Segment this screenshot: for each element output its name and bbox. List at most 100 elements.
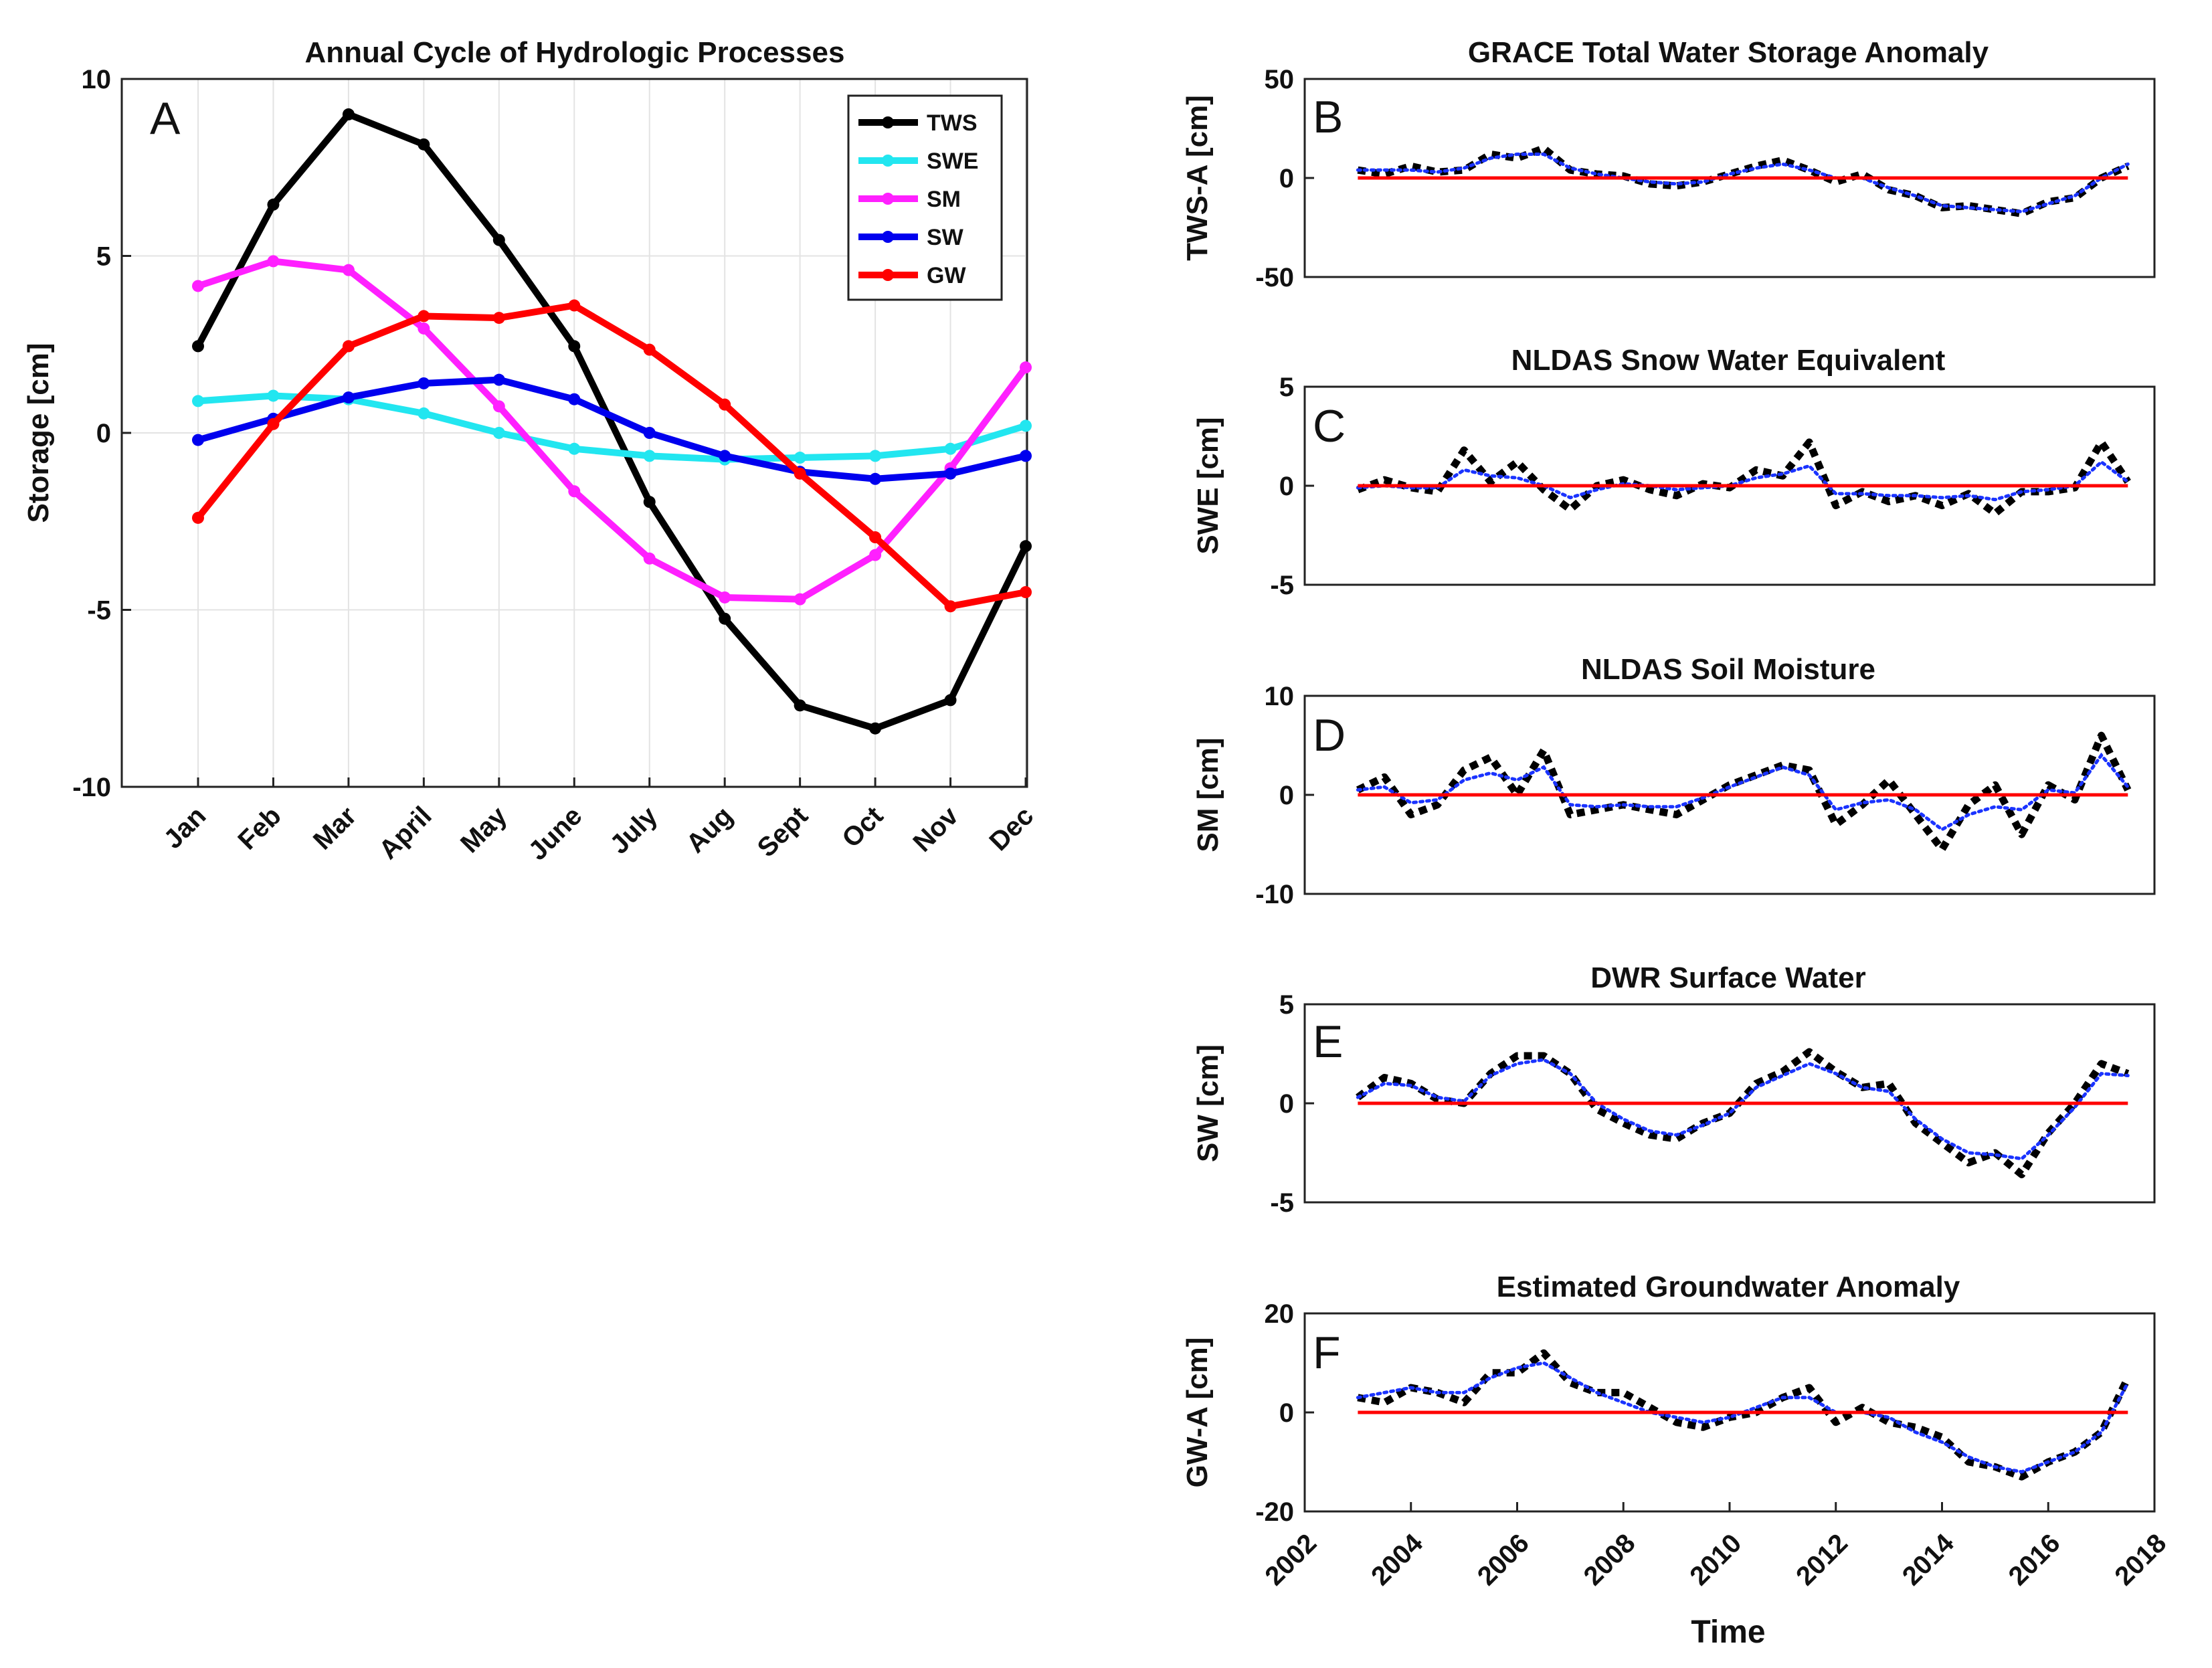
y-tick-label: 0 (1279, 1089, 1294, 1119)
data-point-sw (643, 427, 656, 439)
panel-f-y-ticks: 20 0 -20 (1255, 1299, 1314, 1527)
series-line-smoothed (1356, 1361, 2130, 1474)
panel-d-ylabel: SM [cm] (1192, 737, 1224, 852)
x-tick-label-oct: Oct (836, 801, 889, 853)
x-tick-label-2002: 2002 (1259, 1528, 1322, 1591)
data-point-gw (192, 511, 204, 524)
panel-f-xlabel: Time (1691, 1614, 1765, 1650)
y-tick-label: 0 (1279, 1398, 1294, 1428)
data-point-tws (794, 699, 806, 712)
data-point-swe (869, 450, 882, 462)
x-tick-label-2004: 2004 (1366, 1528, 1429, 1592)
x-tick-label-jan: Jan (159, 801, 212, 854)
panel-d-y-ticks: 10 0 -10 (1255, 682, 1314, 909)
data-point-sw (869, 472, 882, 485)
data-point-tws (643, 496, 656, 508)
panel-b-ylabel: TWS-A [cm] (1181, 95, 1214, 261)
series-sw (192, 373, 1032, 485)
x-tick-label-2010: 2010 (1684, 1528, 1747, 1591)
data-point-sw (1020, 450, 1032, 462)
data-point-sm (192, 280, 204, 292)
panel-c-letter: C (1313, 401, 1346, 452)
data-point-gw (342, 340, 355, 353)
panel-c-y-ticks: 5 0 -5 (1270, 373, 1314, 600)
data-point-gw (492, 312, 505, 325)
data-point-sw (568, 393, 581, 405)
x-tick-label-sept: Sept (752, 801, 814, 862)
data-point-sw (492, 373, 505, 386)
data-point-sw (944, 467, 957, 480)
data-point-gw (267, 418, 280, 430)
panel-f-letter: F (1313, 1327, 1341, 1378)
data-point-tws (869, 722, 882, 735)
data-point-swe (794, 452, 806, 464)
x-tick-label-feb: Feb (232, 801, 286, 855)
y-tick-label: 10 (1265, 682, 1295, 711)
data-point-sm (418, 322, 430, 335)
panel-a-x-ticks: Jan Feb Mar April May June July Aug Sept Oct Nov De… (159, 777, 1039, 866)
data-point-tws (418, 138, 430, 151)
data-point-tws (342, 108, 355, 120)
x-tick-label-june: June (523, 801, 588, 866)
panel-a-letter: A (150, 93, 181, 144)
x-tick-label-mar: Mar (308, 801, 362, 855)
series-line-monthly (1356, 731, 2132, 853)
data-point-swe (568, 442, 581, 455)
data-point-gw (418, 310, 430, 322)
y-tick-label: 5 (1279, 990, 1294, 1020)
data-point-tws (267, 198, 280, 211)
panel-b-series (1356, 145, 2130, 217)
x-tick-label-2018: 2018 (2109, 1528, 2172, 1591)
y-tick-label: 5 (96, 242, 111, 272)
data-point-tws (192, 340, 204, 353)
data-point-sm (643, 552, 656, 565)
data-point-sw (342, 391, 355, 404)
y-tick-label: -20 (1255, 1497, 1294, 1527)
y-tick-label: -5 (1270, 571, 1294, 600)
data-point-sm (719, 591, 731, 604)
data-point-gw (869, 531, 882, 544)
data-point-swe (267, 389, 280, 402)
legend-label-sw: SW (927, 225, 964, 250)
panel-d-title: NLDAS Soil Moisture (1581, 653, 1875, 686)
panel-f-x-ticks: 2002 2004 2006 2008 2010 2012 2014 2016 2018 (1259, 1502, 2172, 1591)
x-tick-label-2006: 2006 (1472, 1528, 1535, 1591)
data-point-tws (944, 694, 957, 707)
panel-c-ylabel: SWE [cm] (1192, 417, 1224, 554)
y-tick-label: 0 (1279, 472, 1294, 501)
y-tick-label: -5 (1270, 1188, 1294, 1218)
panel-a-y-ticks: 10 5 0 -5 -10 (72, 65, 131, 802)
panel-e-letter: E (1313, 1016, 1343, 1067)
legend-label-sm: SM (927, 187, 961, 212)
data-point-gw (1020, 586, 1032, 599)
data-point-sw (418, 377, 430, 389)
panel-d-letter: D (1313, 710, 1346, 761)
x-tick-label-2008: 2008 (1578, 1528, 1641, 1591)
panel-b-y-ticks: 50 0 -50 (1255, 65, 1314, 292)
series-line-sm (197, 258, 1029, 603)
series-line-monthly (1357, 145, 2130, 217)
y-tick-label: 5 (1279, 373, 1294, 402)
data-point-swe (492, 427, 505, 439)
panel-a-title: Annual Cycle of Hydrologic Processes (305, 36, 845, 69)
data-point-swe (418, 407, 430, 420)
panel-groundwater: Estimated Groundwater Anomaly 20 0 -20 200… (1181, 1271, 2172, 1650)
x-tick-label-2016: 2016 (2003, 1528, 2066, 1591)
y-tick-label: 50 (1265, 65, 1295, 94)
x-tick-label-nov: Nov (907, 801, 964, 858)
data-point-sw (192, 434, 204, 446)
panel-f-ylabel: GW-A [cm] (1181, 1337, 1214, 1488)
data-point-gw (643, 343, 656, 356)
data-point-gw (794, 467, 806, 480)
legend-label-swe: SWE (927, 149, 978, 174)
data-point-sm (869, 549, 882, 561)
data-point-sm (568, 485, 581, 498)
data-point-sm (342, 264, 355, 276)
y-tick-label: -5 (87, 596, 111, 626)
panel-annual-cycle: Annual Cycle of Hydrologic Processes 10 5… (22, 36, 1039, 866)
data-point-tws (568, 340, 581, 353)
data-point-sm (1020, 361, 1032, 374)
data-point-tws (492, 234, 505, 246)
x-tick-label-may: May (455, 801, 513, 859)
